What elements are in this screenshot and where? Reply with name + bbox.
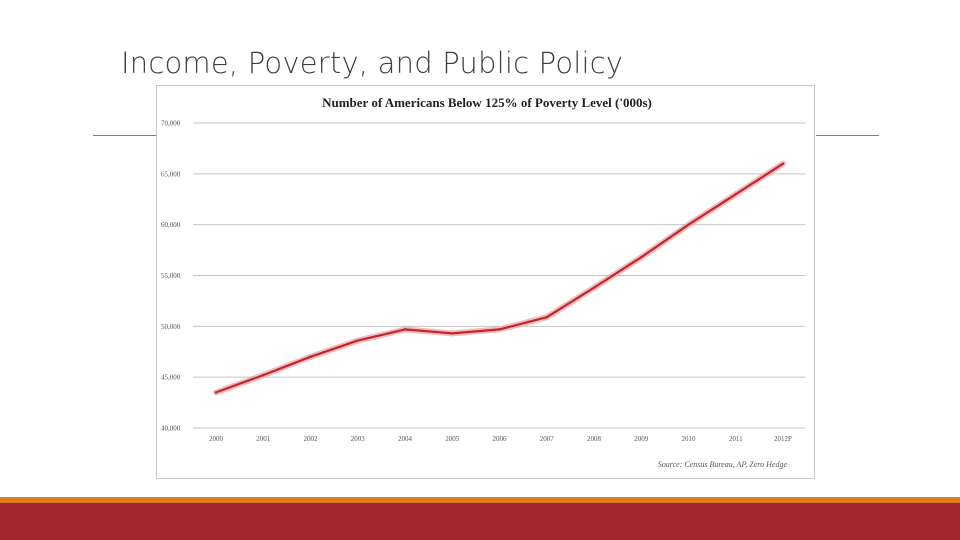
x-tick-label: 2010 <box>682 435 697 443</box>
x-tick-label: 2008 <box>587 435 602 443</box>
title-divider-left <box>93 135 157 136</box>
data-point <box>592 286 596 289</box>
chart-image-frame: Number of Americans Below 125% of Povert… <box>156 85 815 479</box>
data-point <box>356 339 359 342</box>
x-tick-label: 2000 <box>209 435 224 443</box>
x-tick-label: 2006 <box>493 435 508 443</box>
data-point <box>734 192 737 196</box>
chart-title: Number of Americans Below 125% of Povert… <box>322 95 652 110</box>
slide-title: Income, Poverty, and Public Policy <box>121 46 624 80</box>
x-tick-label: 2011 <box>729 435 743 443</box>
title-divider-right <box>816 135 879 136</box>
data-point <box>214 391 218 394</box>
y-tick-label: 65,000 <box>161 170 181 178</box>
series-line-glow <box>213 160 786 396</box>
data-point <box>781 162 785 165</box>
x-tick-label: 2005 <box>445 435 460 443</box>
y-tick-label: 45,000 <box>161 374 181 382</box>
data-point <box>498 328 501 331</box>
data-point <box>403 328 407 331</box>
x-tick-label: 2012P <box>774 435 792 443</box>
series-layer <box>213 160 786 396</box>
y-tick-label: 70,000 <box>161 120 181 128</box>
x-tick-label: 2007 <box>540 435 555 443</box>
x-tick-label: 2003 <box>351 435 366 443</box>
x-tick-label: 2002 <box>304 435 319 443</box>
data-point <box>309 355 312 359</box>
y-tick-label: 60,000 <box>161 221 181 229</box>
footer-accent-stripe <box>0 497 960 503</box>
y-tick-label: 50,000 <box>161 323 181 331</box>
line-chart: Number of Americans Below 125% of Povert… <box>161 95 805 469</box>
gridlines <box>193 122 805 429</box>
y-tick-label: 40,000 <box>161 425 181 433</box>
x-tick-label: 2009 <box>634 435 649 443</box>
data-point <box>640 256 643 259</box>
x-tick-label: 2004 <box>398 435 413 443</box>
data-point <box>451 332 454 335</box>
data-point <box>545 315 548 319</box>
x-axis-tick-labels: 2000 2001 2002 2003 2004 2005 2006 2007 2008 2009… <box>209 435 792 443</box>
footer-band <box>0 503 960 540</box>
data-point <box>262 373 265 377</box>
y-axis-tick-labels: 40,000 45,000 50,000 55,000 60,000 65,000 70,0… <box>161 120 181 433</box>
x-tick-label: 2001 <box>256 435 271 443</box>
data-point <box>687 223 690 226</box>
y-tick-label: 55,000 <box>161 272 181 280</box>
source-note: Source: Census Bureau, AP, Zero Hedge <box>658 460 788 469</box>
